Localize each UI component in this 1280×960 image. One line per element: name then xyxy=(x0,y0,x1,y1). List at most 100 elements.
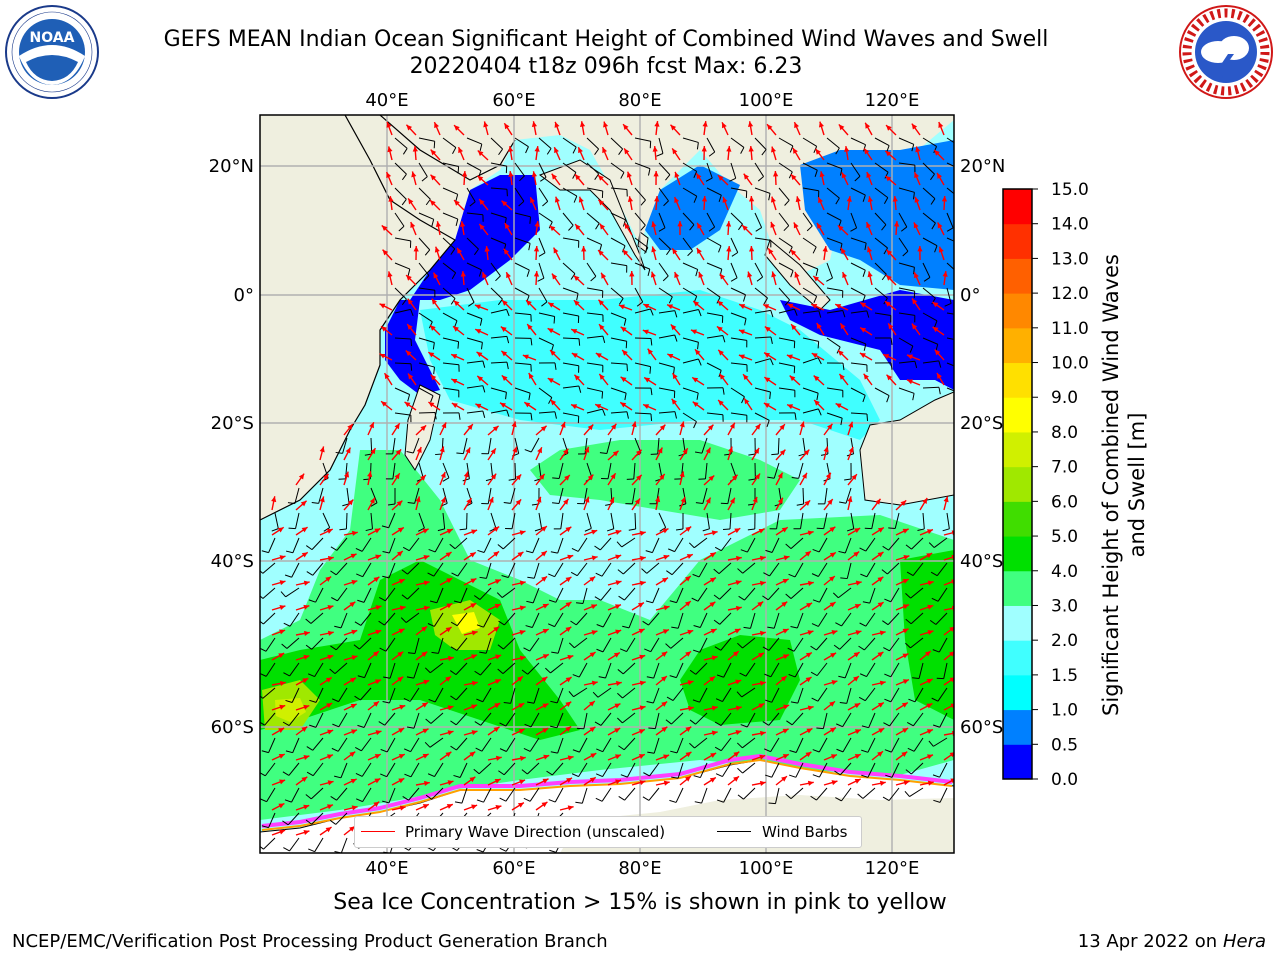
wind-barb-flag xyxy=(854,175,861,182)
wind-barb-flag xyxy=(862,270,866,277)
wind-barb-flag xyxy=(693,775,701,779)
wave-direction-arrowhead xyxy=(926,703,933,709)
wave-direction-arrowhead xyxy=(787,404,794,410)
wind-barb-shaft xyxy=(311,812,324,825)
wind-barb-flag xyxy=(473,595,481,600)
wind-barb-flag xyxy=(906,571,914,577)
wind-barb-flag xyxy=(645,550,653,554)
wave-direction-arrowhead xyxy=(863,373,869,380)
wind-barb-shaft xyxy=(514,237,531,244)
wind-barb-shaft xyxy=(262,587,276,599)
wind-barb-flag xyxy=(330,546,338,551)
wind-barb-shaft xyxy=(408,787,420,801)
wave-direction-arrowhead xyxy=(422,728,429,734)
wave-direction-arrowhead xyxy=(842,272,848,279)
wave-direction-arrowhead xyxy=(445,552,452,558)
wind-barb-shaft xyxy=(442,312,458,322)
wave-direction-arrowhead xyxy=(840,323,846,330)
wind-barb-flag xyxy=(594,596,602,601)
wave-direction-arrowhead xyxy=(682,448,688,455)
wave-direction-arrowhead xyxy=(547,378,554,384)
wave-direction-arrowhead xyxy=(279,829,286,835)
wind-barb-flag xyxy=(913,267,915,275)
wave-direction-arrowhead xyxy=(652,146,658,152)
wind-barb-flag xyxy=(619,648,627,653)
wind-barb-shaft xyxy=(652,587,660,603)
wind-barb-flag xyxy=(570,620,577,626)
wave-direction-arrowhead xyxy=(927,780,934,786)
wind-barb-flag xyxy=(284,799,292,803)
wind-barb-shaft xyxy=(658,411,675,414)
wave-direction-arrowhead xyxy=(672,373,678,380)
wind-barb-flag xyxy=(401,569,408,575)
wave-direction-arrowhead xyxy=(629,271,635,277)
wave-direction-arrowhead xyxy=(373,701,380,707)
wave-direction-arrowhead xyxy=(327,654,334,660)
wind-barb-flag xyxy=(626,364,628,372)
wind-barb-flag xyxy=(737,767,743,774)
wind-barb-shaft xyxy=(460,587,468,603)
wave-direction-arrowhead xyxy=(421,651,428,657)
wind-barb-shaft xyxy=(722,762,732,777)
wind-barb-shaft xyxy=(586,137,599,150)
wave-direction-arrowhead xyxy=(381,326,387,332)
wind-barb-shaft xyxy=(434,537,444,553)
footer-credit: NCEP/EMC/Verification Post Processing Pr… xyxy=(12,931,608,952)
wind-barb-flag xyxy=(288,527,296,530)
wind-barb-flag xyxy=(401,594,408,600)
wind-barb-shaft xyxy=(610,512,615,529)
wave-direction-arrowhead xyxy=(494,703,501,709)
wind-barb-shaft xyxy=(295,512,300,529)
wave-direction-arrowhead xyxy=(877,751,883,757)
wave-direction-arrowhead xyxy=(375,554,382,560)
wave-direction-arrowhead xyxy=(540,425,547,432)
wave-direction-arrowhead xyxy=(347,424,353,430)
wind-barb-shaft xyxy=(795,737,804,753)
wave-direction-arrowhead xyxy=(886,275,892,281)
wind-barb-flag xyxy=(476,698,484,703)
wave-direction-arrowhead xyxy=(567,755,574,761)
wave-direction-arrowhead xyxy=(735,679,742,685)
wind-barb-shaft xyxy=(433,562,444,577)
wind-barb-shaft xyxy=(558,462,564,479)
wind-barb-flag xyxy=(755,227,762,232)
wind-barb-shaft xyxy=(909,787,924,798)
wind-barb-flag xyxy=(455,194,459,202)
wind-barb-flag xyxy=(534,528,542,532)
wind-barb-shaft xyxy=(912,562,924,576)
wave-direction-arrowhead xyxy=(735,580,742,586)
wind-barb-flag xyxy=(955,274,959,280)
wind-barb-flag xyxy=(650,338,653,346)
wind-barb-shaft xyxy=(503,762,516,776)
wind-barb-shaft xyxy=(442,262,456,274)
wind-barb-flag xyxy=(468,301,475,307)
wind-barb-flag xyxy=(404,773,412,778)
wave-direction-arrowhead xyxy=(300,500,307,507)
wind-barb-shaft xyxy=(610,387,627,394)
wind-barb-flag xyxy=(861,749,869,753)
wind-barb-shaft xyxy=(510,687,516,704)
wind-barb-flag xyxy=(820,453,828,456)
wind-barb-flag xyxy=(479,318,483,326)
lon-tick-top: 100°E xyxy=(739,90,794,111)
wind-barb-flag xyxy=(554,411,557,419)
wave-direction-arrowhead xyxy=(327,555,334,562)
wave-direction-arrowhead xyxy=(893,221,900,227)
wave-direction-arrowhead xyxy=(301,776,308,783)
wave-direction-arrowhead xyxy=(407,298,414,305)
wave-direction-arrowhead xyxy=(663,780,670,786)
wave-direction-arrowhead xyxy=(375,605,382,611)
wind-barb-shaft xyxy=(658,387,675,392)
wave-direction-arrowhead xyxy=(508,146,514,152)
wind-barb-shaft xyxy=(939,787,948,803)
wind-barb-shaft xyxy=(610,237,626,247)
wind-barb-flag xyxy=(663,200,669,207)
wind-barb-flag xyxy=(763,297,768,305)
wind-barb-flag xyxy=(713,619,721,625)
wind-barb-flag xyxy=(906,721,914,727)
wave-direction-arrowhead xyxy=(759,730,766,736)
wave-direction-arrowhead xyxy=(934,349,941,356)
wave-direction-arrowhead xyxy=(913,222,919,229)
wind-barb-shaft xyxy=(898,337,914,347)
wind-barb-flag xyxy=(866,413,869,422)
